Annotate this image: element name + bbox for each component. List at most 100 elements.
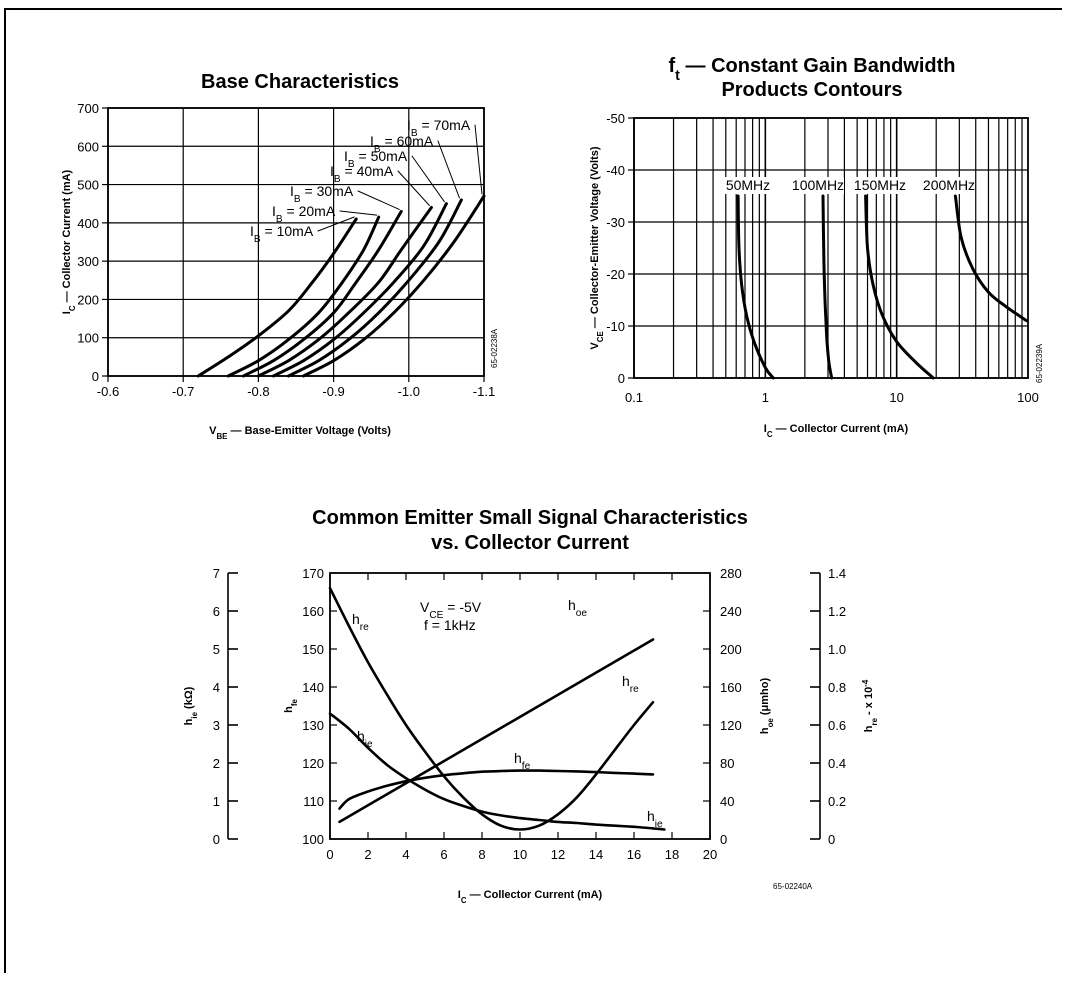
ce-hie-tick-label: 1 [213, 794, 220, 809]
ft-ytick-label: -20 [606, 267, 625, 282]
ft-contour-label: 200MHz [923, 177, 975, 193]
ce-curve-label: hoe [568, 597, 587, 619]
ce-hie-tick-label: 2 [213, 756, 220, 771]
ft-contour-label: 50MHz [726, 177, 770, 193]
base-ytick-label: 500 [77, 178, 99, 193]
ce-hre-tick-label: 0 [828, 832, 835, 847]
base-ytick-label: 200 [77, 292, 99, 307]
ce-xtick-label: 0 [326, 847, 333, 862]
base-xtick-label: -0.6 [97, 384, 119, 399]
base-x-axis-label: VBE — Base-Emitter Voltage (Volts) [209, 425, 391, 441]
ft-ytick-label: -50 [606, 111, 625, 126]
ce-xtick-label: 20 [703, 847, 717, 862]
ft-xtick-label: 100 [1017, 390, 1039, 405]
ce-hie-tick-label: 5 [213, 642, 220, 657]
ft-label-bg [923, 177, 975, 194]
ce-xtick-label: 6 [440, 847, 447, 862]
ce-plot-frame [329, 572, 711, 840]
ce-condition-vce: VCE = -5V [420, 599, 482, 621]
ft-chart-title-line2: Products Contours [721, 79, 902, 101]
ft-contour-label: 150MHz [854, 177, 906, 193]
ft-contour-label: 100MHz [792, 177, 844, 193]
ft-x-axis-label: IC — Collector Current (mA) [764, 423, 909, 439]
ce-hfe-tick-label: 150 [302, 642, 324, 657]
ce-hoe-axis-label: hoe (μmho) [759, 678, 775, 735]
base-ytick-label: 600 [77, 139, 99, 154]
base-plot-frame [107, 107, 485, 377]
base-label-leader [357, 190, 400, 210]
ce-chart-title-line2: vs. Collector Current [431, 532, 629, 554]
ce-xtick-label: 2 [364, 847, 371, 862]
ce-hoe-tick-label: 0 [720, 832, 727, 847]
ft-contour-200MHz [953, 194, 1029, 323]
ce-curve-re [328, 586, 655, 831]
ce-xtick-label: 8 [478, 847, 485, 862]
base-curve-ib-2 [226, 215, 381, 378]
ce-hie-tick-label: 4 [213, 680, 220, 695]
base-label-leader [339, 210, 378, 216]
ce-hfe-tick-label: 110 [303, 794, 324, 809]
base-ytick-label: 100 [77, 331, 99, 346]
base-label-leader [437, 140, 460, 199]
base-curve-label: IB = 40mA [330, 163, 394, 185]
ce-xtick-label: 18 [665, 847, 679, 862]
base-curve-label: IB = 70mA [407, 117, 471, 139]
ce-hre-tick-label: 0.8 [828, 680, 846, 695]
base-ytick-label: 0 [92, 369, 99, 384]
ce-hfe-tick-label: 170 [302, 566, 324, 581]
ce-x-axis-label: IC — Collector Current (mA) [458, 889, 603, 905]
ce-hoe-tick-label: 40 [720, 794, 734, 809]
ft-contour-150MHz [864, 194, 935, 380]
ce-curve-oe [338, 638, 655, 824]
ce-hoe-tick-label: 120 [720, 718, 742, 733]
ft-plot-frame [633, 117, 1029, 379]
ft-ytick-label: -10 [606, 319, 625, 334]
ce-hfe-tick-label: 160 [302, 604, 324, 619]
ft-contour-100MHz [821, 194, 834, 380]
ce-curve-label: hfe [514, 750, 531, 772]
base-label-leader [474, 124, 483, 195]
ce-hre-tick-label: 0.6 [828, 718, 846, 733]
ce-hie-tick-label: 0 [213, 832, 220, 847]
ce-chart-title: Common Emitter Small Signal Characterist… [312, 507, 748, 529]
ce-figure-code: 65-02240A [773, 882, 813, 891]
ce-xtick-label: 12 [551, 847, 565, 862]
base-xtick-label: -1.1 [473, 384, 495, 399]
ft-label-bg [722, 177, 774, 194]
ce-hre-tick-label: 0.2 [828, 794, 846, 809]
ce-hoe-tick-label: 80 [720, 756, 734, 771]
ce-hre-tick-label: 1.2 [828, 604, 846, 619]
base-xtick-label: -0.8 [247, 384, 269, 399]
ce-hfe-axis-label: hfe [283, 699, 299, 713]
ft-contour-50MHz [736, 194, 775, 380]
base-ytick-label: 400 [77, 216, 99, 231]
ft-label-bg [792, 177, 844, 194]
base-curve-ib-3 [241, 209, 403, 378]
ft-ytick-label: 0 [618, 371, 625, 386]
ce-hre-tick-label: 1.4 [828, 566, 846, 581]
ce-curve-label: hie [647, 808, 663, 830]
base-curve-ib-1 [196, 217, 358, 378]
base-curve-label: IB = 30mA [290, 183, 354, 205]
ce-hfe-tick-label: 120 [302, 756, 324, 771]
ce-xtick-label: 4 [402, 847, 409, 862]
base-curve-label: IB = 50mA [344, 148, 408, 170]
ce-hoe-tick-label: 160 [720, 680, 742, 695]
base-xtick-label: -0.9 [322, 384, 344, 399]
ce-hoe-tick-label: 280 [720, 566, 742, 581]
ft-xtick-label: 0.1 [625, 390, 643, 405]
ce-curve-label: hre [352, 611, 369, 633]
ce-hfe-tick-label: 100 [302, 832, 324, 847]
ft-xtick-label: 10 [889, 390, 903, 405]
base-curve-ib-4 [256, 206, 433, 378]
ce-xtick-label: 16 [627, 847, 641, 862]
ce-xtick-label: 10 [513, 847, 527, 862]
ce-curve-label: hre [622, 673, 639, 695]
ce-xtick-label: 14 [589, 847, 603, 862]
base-curve-label: IB = 20mA [272, 203, 336, 225]
ce-hoe-tick-label: 200 [720, 642, 742, 657]
ce-curve-label: hie [357, 728, 373, 750]
base-xtick-label: -1.0 [398, 384, 420, 399]
base-curve-label: IB = 10mA [250, 223, 314, 245]
ce-hie-tick-label: 6 [213, 604, 220, 619]
